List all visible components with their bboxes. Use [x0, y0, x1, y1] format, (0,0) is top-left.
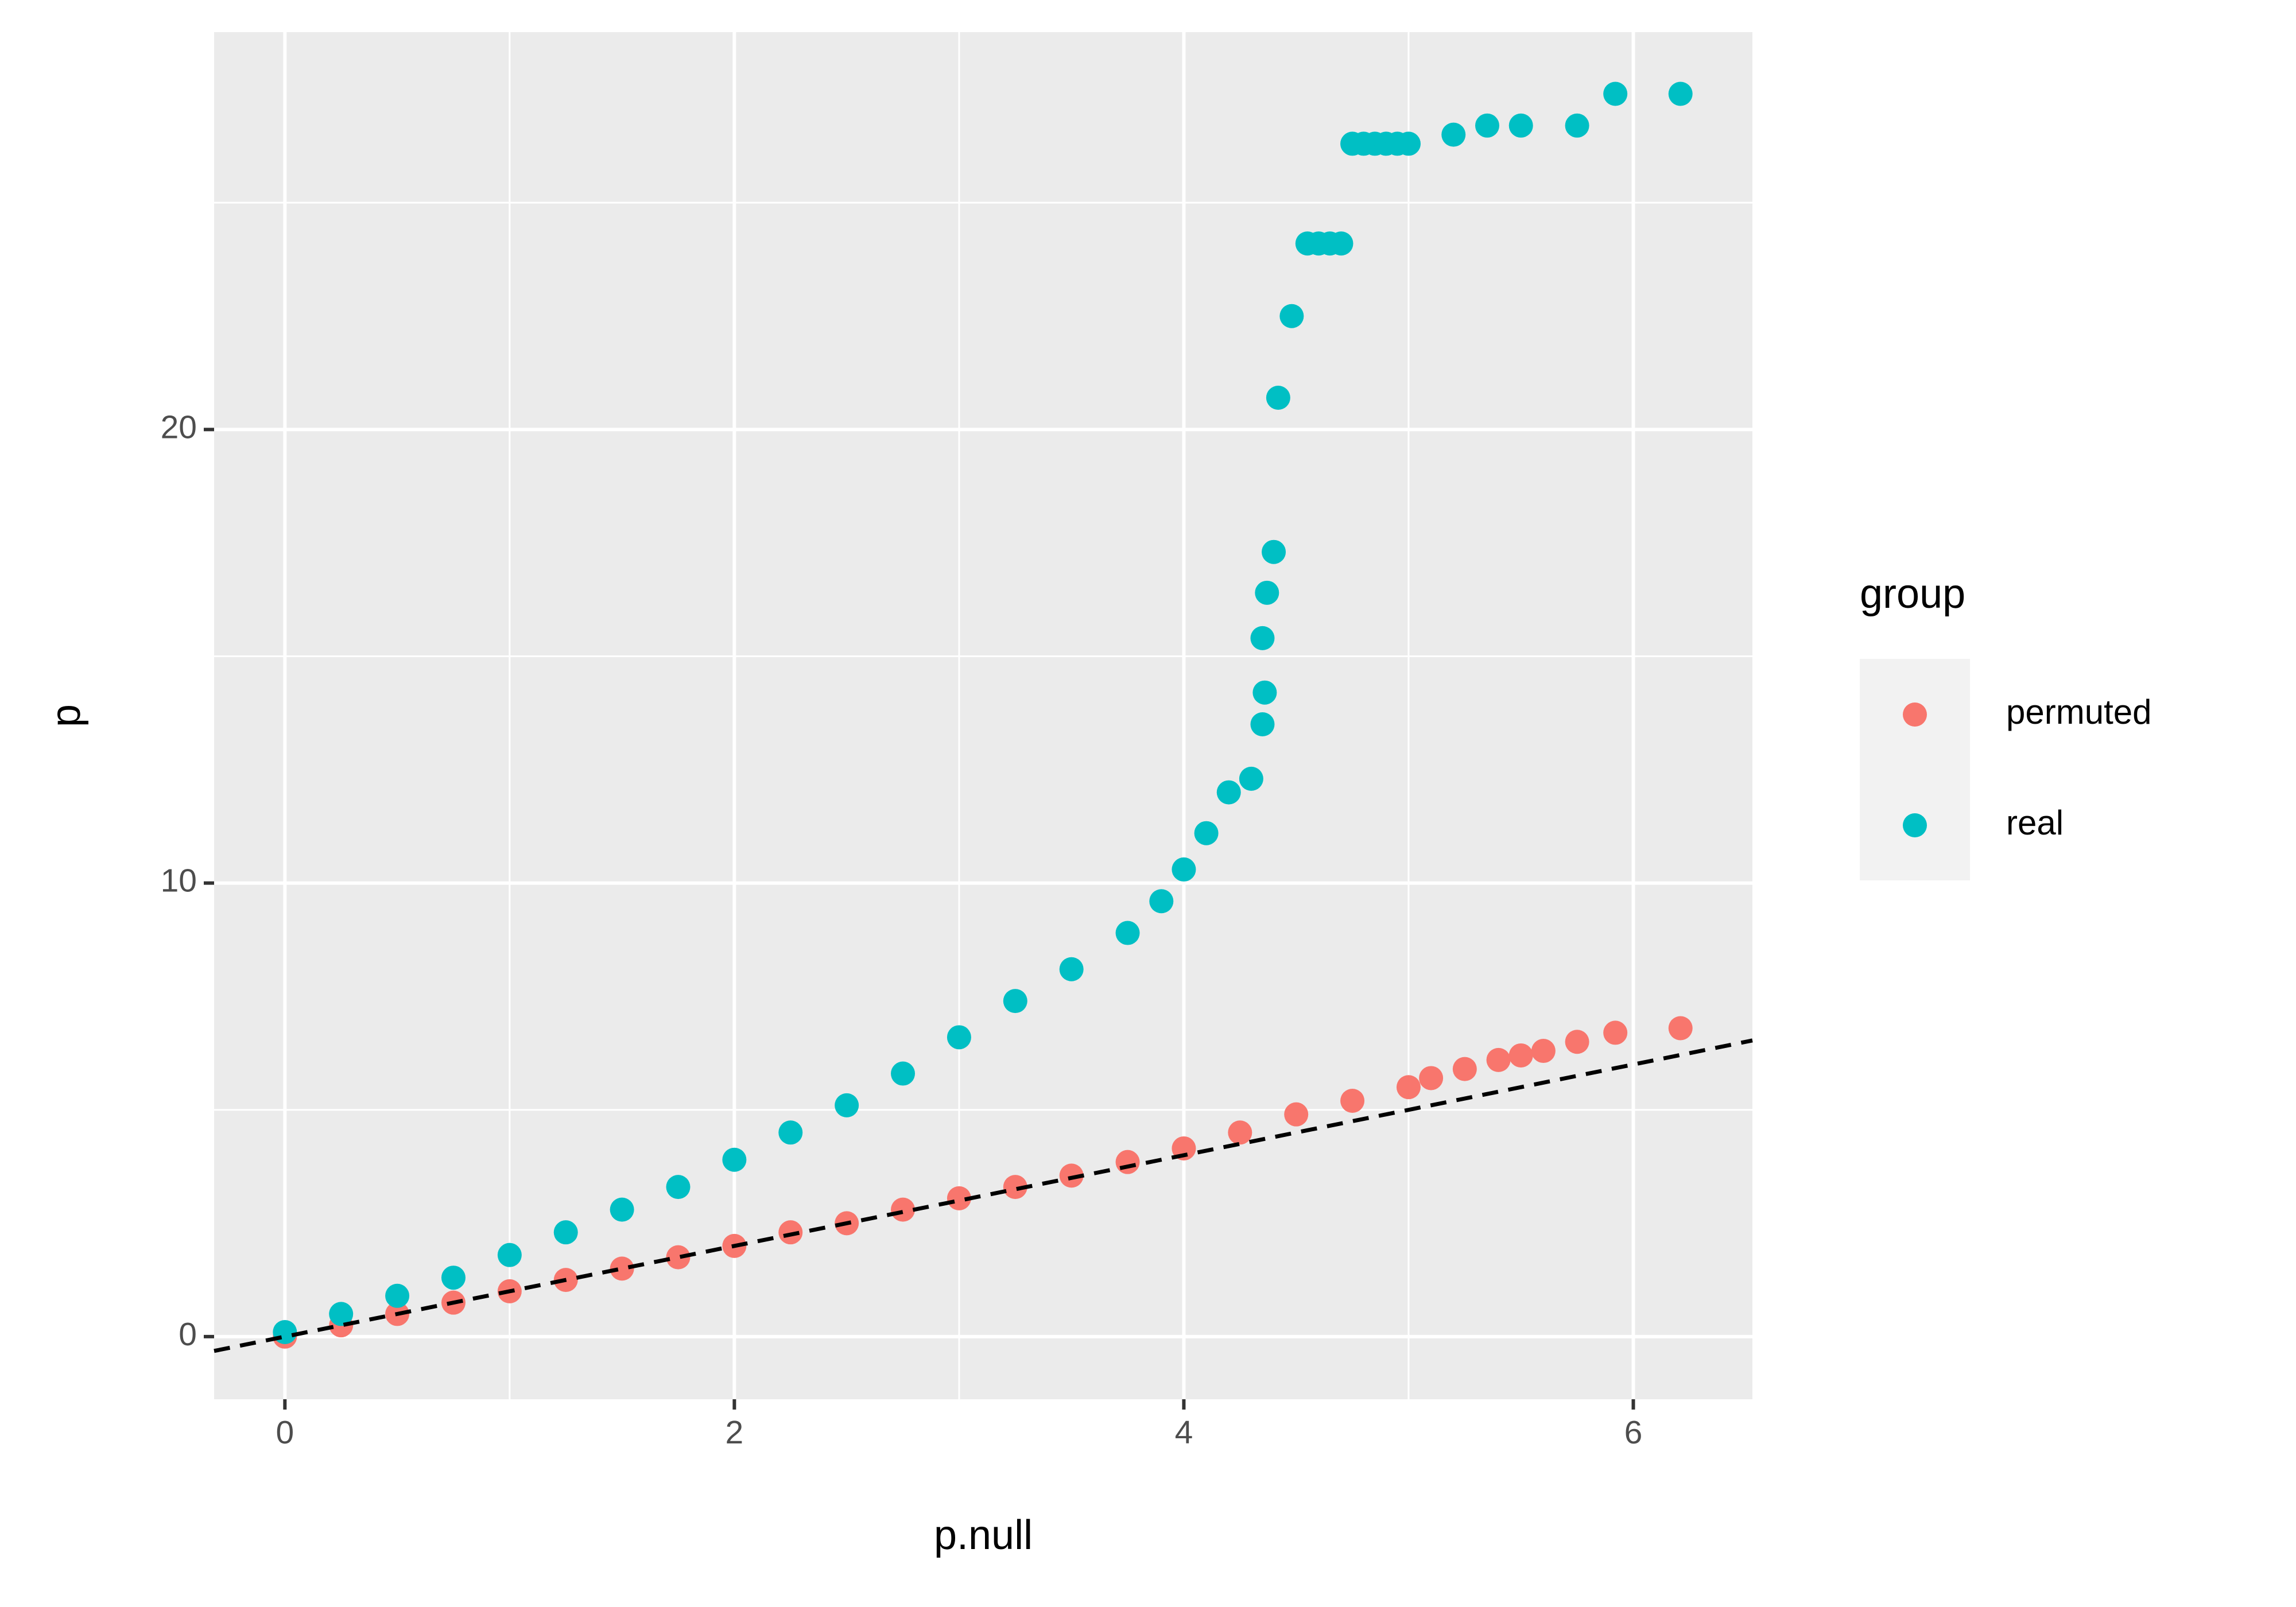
- data-point: [1396, 131, 1421, 156]
- data-point: [1216, 780, 1241, 805]
- data-point: [1508, 1043, 1533, 1068]
- data-point: [1228, 1120, 1252, 1145]
- data-point: [1668, 81, 1693, 106]
- data-point: [1565, 113, 1589, 138]
- legend-marker: [1903, 702, 1927, 727]
- legend-marker: [1903, 813, 1927, 837]
- data-point: [1284, 1102, 1309, 1127]
- y-tick-label: 0: [179, 1316, 197, 1353]
- data-point: [666, 1245, 691, 1270]
- data-point: [441, 1266, 466, 1290]
- data-point: [1172, 857, 1196, 882]
- data-point: [1252, 680, 1277, 705]
- data-point: [1115, 1150, 1140, 1174]
- y-tick-label: 20: [161, 409, 197, 445]
- x-tick-label: 0: [276, 1414, 294, 1451]
- data-point: [947, 1025, 971, 1050]
- reference-line: [214, 1038, 1753, 1353]
- data-point: [778, 1220, 803, 1245]
- x-tick-label: 4: [1175, 1414, 1193, 1451]
- data-point: [1003, 989, 1027, 1014]
- data-point: [1279, 304, 1304, 328]
- data-point: [553, 1220, 578, 1245]
- data-point: [1475, 113, 1499, 138]
- data-point: [1059, 1163, 1084, 1188]
- data-point: [1255, 580, 1279, 605]
- data-point: [891, 1061, 916, 1086]
- data-point: [1452, 1057, 1477, 1081]
- x-tick-label: 2: [726, 1414, 744, 1451]
- data-point: [1194, 821, 1219, 845]
- data-point: [1396, 1075, 1421, 1100]
- data-point: [1115, 921, 1140, 945]
- data-point: [1668, 1016, 1693, 1041]
- data-point: [1250, 712, 1275, 737]
- data-point: [1239, 766, 1263, 791]
- legend-key-background: [1860, 659, 1970, 880]
- data-point: [722, 1147, 747, 1172]
- data-point: [329, 1302, 354, 1326]
- data-point: [1603, 1020, 1628, 1045]
- data-point: [610, 1197, 634, 1222]
- legend-label: real: [2006, 804, 2064, 842]
- data-point: [1531, 1039, 1556, 1063]
- data-point: [1003, 1175, 1027, 1200]
- data-point: [1059, 957, 1084, 981]
- data-point: [1419, 1066, 1444, 1090]
- data-point: [1441, 122, 1466, 147]
- data-point: [778, 1120, 803, 1145]
- data-point: [1486, 1047, 1511, 1072]
- data-point: [891, 1197, 916, 1222]
- y-tick-label: 10: [161, 863, 197, 899]
- data-point: [1329, 231, 1353, 256]
- data-point: [1266, 385, 1290, 410]
- data-point: [1565, 1030, 1589, 1054]
- data-point: [610, 1256, 634, 1281]
- data-point: [1340, 1088, 1365, 1113]
- plot-panel: [214, 32, 1752, 1399]
- legend-label: permuted: [2006, 693, 2151, 731]
- data-point: [1149, 889, 1174, 914]
- y-axis-title: p: [43, 704, 89, 727]
- data-point: [1508, 113, 1533, 138]
- data-point: [1603, 81, 1628, 106]
- data-point: [497, 1243, 522, 1267]
- data-point: [1250, 626, 1275, 650]
- data-point: [666, 1175, 691, 1200]
- data-point: [273, 1320, 297, 1345]
- data-point: [1262, 539, 1286, 564]
- x-tick-label: 6: [1624, 1414, 1643, 1451]
- data-point: [385, 1283, 410, 1308]
- legend-title: group: [1860, 571, 1965, 617]
- x-axis-title: p.null: [934, 1512, 1033, 1558]
- data-point: [947, 1186, 971, 1210]
- data-point: [835, 1093, 859, 1117]
